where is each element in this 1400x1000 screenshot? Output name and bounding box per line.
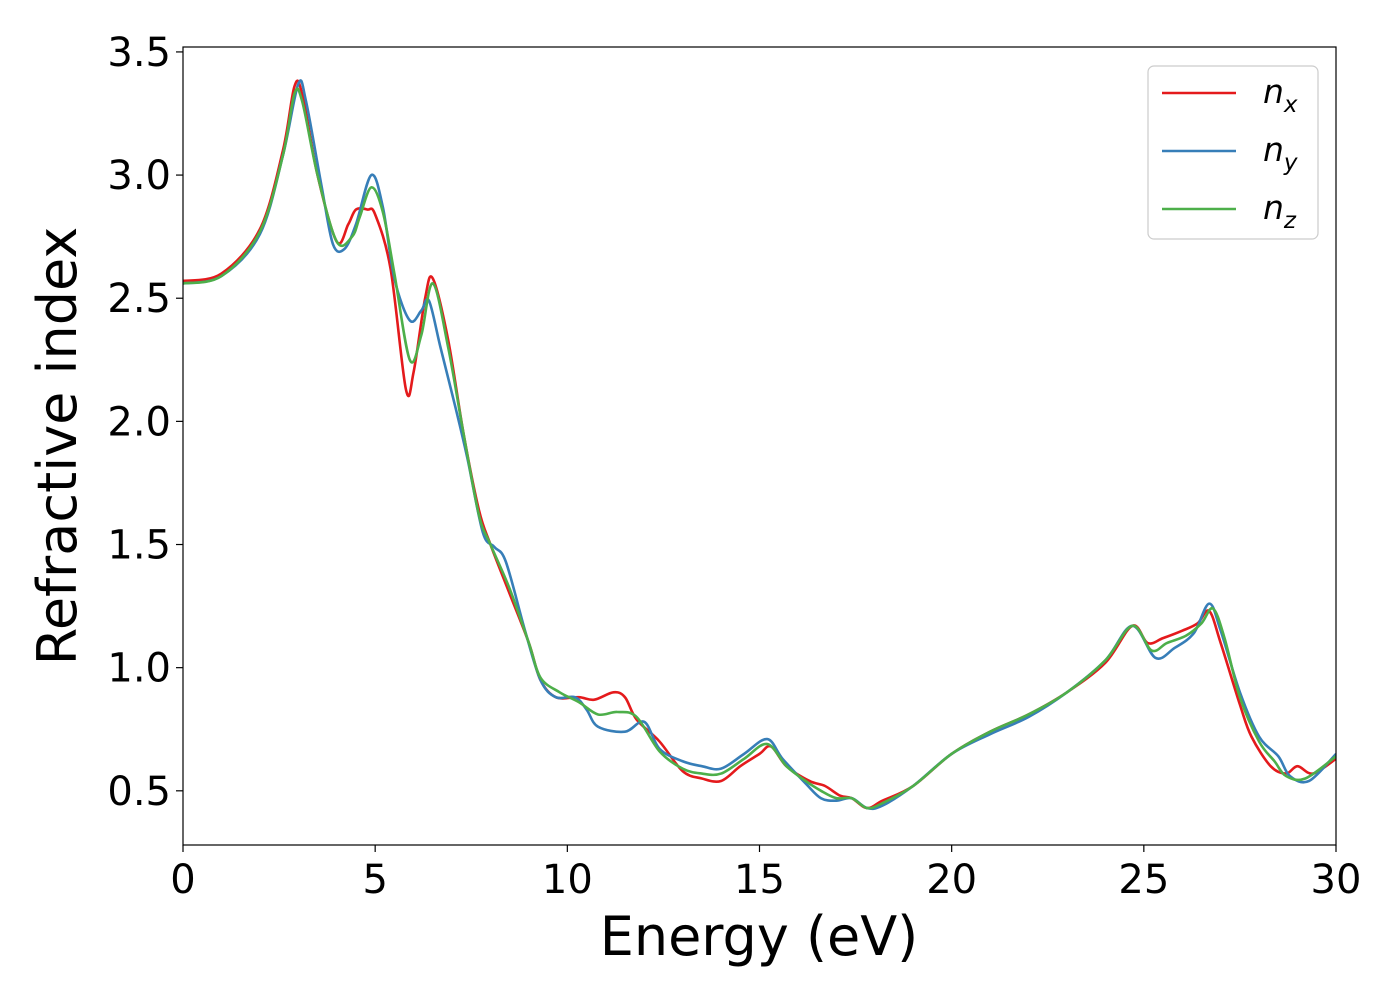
series-layer [183, 79, 1336, 811]
legend-frame [1147, 65, 1319, 240]
x-tick-label: 10 [542, 857, 593, 903]
legend: nx ny nz [1147, 65, 1319, 240]
series-line-x [183, 79, 1336, 810]
legend-label-x: nx [1263, 72, 1298, 118]
y-tick-label: 1.0 [107, 646, 171, 692]
y-tick-label: 0.5 [107, 769, 171, 815]
x-tick-label: 20 [926, 857, 977, 903]
x-axis: 0 5 10 15 20 25 30 [170, 845, 1361, 903]
series-line-z [183, 87, 1336, 810]
y-axis-label: Refractive index [26, 227, 89, 666]
legend-label-z: nz [1263, 188, 1297, 234]
x-tick-label: 0 [170, 857, 195, 903]
x-tick-label: 5 [362, 857, 387, 903]
y-tick-label: 3.0 [107, 153, 171, 199]
y-axis: 0.5 1.0 1.5 2.0 2.5 3.0 3.5 [107, 30, 183, 815]
y-tick-label: 1.5 [107, 523, 171, 569]
y-tick-label: 2.0 [107, 399, 171, 445]
x-tick-label: 15 [734, 857, 785, 903]
legend-label-y: ny [1263, 130, 1298, 176]
x-tick-label: 25 [1118, 857, 1169, 903]
y-tick-label: 2.5 [107, 276, 171, 322]
x-axis-label: Energy (eV) [600, 905, 919, 968]
y-tick-label: 3.5 [107, 30, 171, 76]
series-line-y [183, 79, 1336, 811]
x-tick-label: 30 [1311, 857, 1362, 903]
